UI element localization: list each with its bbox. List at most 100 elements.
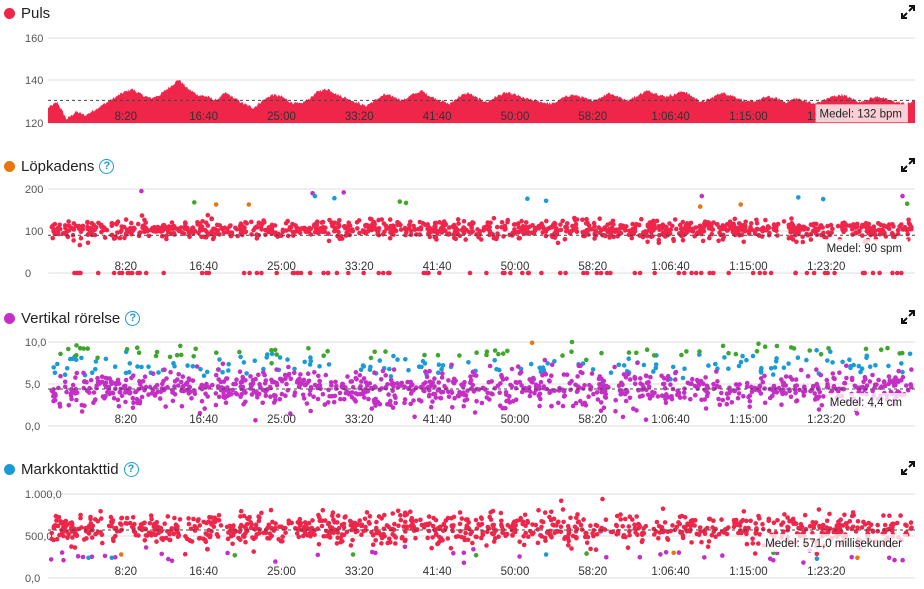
data-point	[796, 195, 801, 200]
data-point	[594, 270, 600, 276]
data-point	[851, 362, 856, 368]
data-point	[253, 522, 259, 527]
data-point	[350, 228, 356, 234]
x-tick-label: 1:23:20	[807, 566, 845, 578]
data-point	[908, 520, 914, 525]
data-point	[295, 270, 301, 276]
data-point	[379, 217, 385, 222]
data-point	[881, 513, 886, 518]
data-point	[193, 346, 198, 352]
data-point	[663, 550, 669, 555]
markkontakttid-expand-icon[interactable]	[900, 460, 916, 476]
data-point	[256, 518, 262, 524]
data-point	[388, 398, 393, 404]
data-point	[249, 383, 254, 389]
data-point	[343, 390, 349, 396]
data-point	[391, 353, 396, 359]
data-point	[461, 560, 467, 566]
data-point	[902, 225, 908, 230]
y-tick-label: 100	[25, 226, 43, 238]
data-point	[241, 270, 247, 276]
data-point	[632, 381, 638, 386]
lopkadens-help-icon[interactable]: ?	[99, 158, 115, 174]
data-point	[297, 382, 303, 387]
data-point	[573, 221, 579, 227]
data-point	[458, 392, 464, 397]
x-tick-label: 1:23:20	[807, 261, 845, 273]
x-tick-label: 16:40	[189, 414, 218, 426]
data-point	[838, 517, 843, 522]
data-point	[51, 398, 56, 404]
data-point	[611, 222, 616, 227]
data-point	[109, 381, 115, 386]
data-point	[168, 369, 173, 375]
data-point	[450, 405, 455, 410]
data-point	[361, 270, 367, 276]
puls-expand-icon[interactable]	[900, 4, 916, 20]
data-point	[658, 552, 663, 557]
data-point	[904, 383, 909, 388]
data-point	[357, 230, 362, 236]
data-point	[192, 200, 197, 205]
data-point	[241, 533, 246, 538]
x-tick-label: 1:06:40	[651, 566, 689, 578]
data-point	[700, 238, 706, 244]
data-point	[517, 539, 522, 544]
data-point	[562, 237, 568, 242]
vertikal-help-icon[interactable]: ?	[125, 310, 141, 326]
data-point	[522, 385, 528, 391]
data-point	[68, 387, 74, 392]
data-point	[241, 360, 247, 365]
data-point	[636, 525, 641, 531]
data-point	[373, 538, 379, 543]
data-point	[716, 532, 722, 537]
lopkadens-expand-icon[interactable]	[900, 157, 916, 173]
data-point	[621, 363, 627, 368]
data-point	[663, 400, 669, 406]
data-point	[818, 372, 824, 378]
vertikal-expand-icon[interactable]	[900, 309, 916, 325]
data-point	[760, 228, 765, 234]
data-point	[459, 382, 464, 387]
data-point	[227, 224, 232, 229]
data-point	[665, 373, 671, 379]
data-point	[564, 225, 570, 230]
data-point	[869, 227, 874, 233]
data-point	[178, 352, 184, 358]
data-point	[720, 553, 725, 558]
data-point	[634, 408, 639, 413]
data-point	[484, 543, 489, 548]
data-point	[62, 384, 68, 390]
data-point	[224, 376, 229, 381]
data-point	[395, 381, 400, 386]
data-point	[618, 392, 623, 397]
data-point	[766, 225, 772, 230]
markkontakttid-help-icon[interactable]: ?	[123, 461, 139, 477]
data-point	[767, 556, 773, 561]
data-point	[123, 370, 129, 376]
markkontakttid-legend-dot	[4, 463, 15, 475]
data-point	[561, 519, 566, 525]
data-point	[437, 395, 443, 401]
data-point	[78, 235, 84, 241]
data-point	[339, 532, 345, 537]
data-point	[602, 394, 608, 400]
data-point	[216, 513, 222, 518]
data-point	[334, 520, 340, 525]
data-point	[543, 552, 549, 557]
data-point	[587, 227, 592, 232]
data-point	[697, 204, 703, 209]
data-point	[61, 557, 66, 563]
data-point	[469, 529, 475, 534]
data-point	[620, 414, 626, 420]
data-point	[602, 233, 608, 239]
data-point	[238, 514, 243, 519]
data-point	[334, 270, 340, 276]
data-point	[307, 392, 313, 397]
data-point	[216, 518, 222, 523]
data-point	[701, 227, 706, 233]
data-point	[494, 366, 499, 372]
data-point	[175, 377, 180, 382]
data-point	[69, 544, 74, 549]
